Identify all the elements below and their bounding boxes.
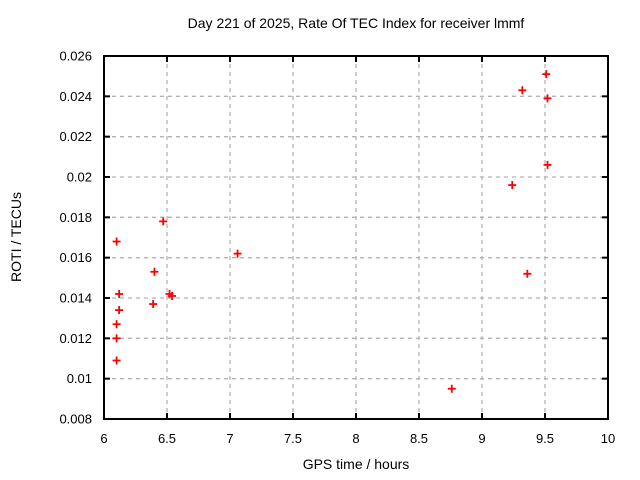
y-tick-label: 0.026 bbox=[59, 49, 92, 64]
x-tick-label: 9 bbox=[478, 431, 485, 446]
y-tick-label: 0.016 bbox=[59, 250, 92, 265]
plot-border bbox=[103, 55, 609, 420]
y-axis-label: ROTI / TECUs bbox=[8, 192, 24, 282]
y-tick-label: 0.01 bbox=[67, 371, 92, 386]
y-tick-label: 0.018 bbox=[59, 210, 92, 225]
x-tick-label: 6.5 bbox=[158, 431, 176, 446]
y-tick-label: 0.02 bbox=[67, 170, 92, 185]
x-tick-label: 7.5 bbox=[284, 431, 302, 446]
x-tick-label: 7 bbox=[226, 431, 233, 446]
x-tick-label: 10 bbox=[601, 431, 615, 446]
x-tick-label: 8 bbox=[352, 431, 359, 446]
y-tick-label: 0.024 bbox=[59, 89, 92, 104]
y-tick-label: 0.022 bbox=[59, 129, 92, 144]
x-tick-label: 9.5 bbox=[536, 431, 554, 446]
x-tick-label: 6 bbox=[100, 431, 107, 446]
chart-title: Day 221 of 2025, Rate Of TEC Index for r… bbox=[187, 15, 525, 31]
y-tick-label: 0.012 bbox=[59, 331, 92, 346]
y-tick-label: 0.014 bbox=[59, 291, 92, 306]
y-tick-label: 0.008 bbox=[59, 412, 92, 427]
x-tick-label: 8.5 bbox=[410, 431, 428, 446]
x-axis-label: GPS time / hours bbox=[302, 456, 410, 472]
